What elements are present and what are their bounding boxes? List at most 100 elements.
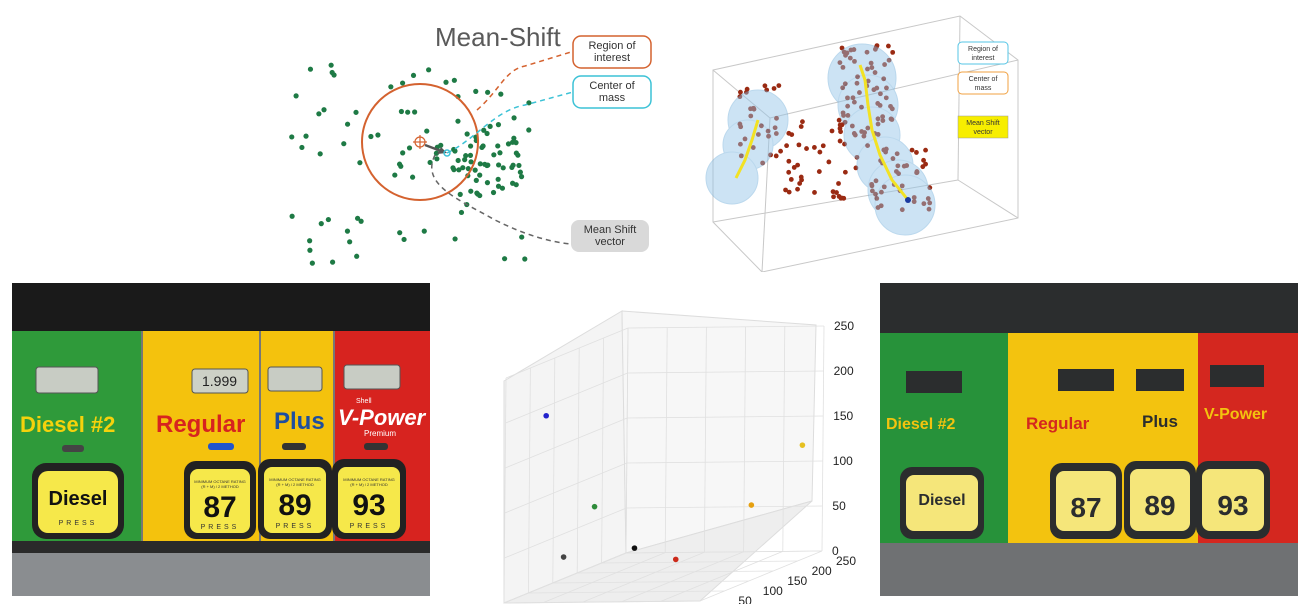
legend-center-line2: mass: [975, 85, 992, 92]
grid-line: [528, 367, 531, 594]
data-point-3d: [852, 132, 858, 138]
data-point-3d: [927, 200, 933, 206]
data-point-3d: [884, 85, 889, 91]
z-tick-label: 50: [832, 499, 846, 513]
grid-line: [699, 550, 823, 602]
data-point-3d: [880, 118, 886, 124]
center-label-line2: mass: [599, 92, 626, 104]
data-point-3d: [869, 181, 875, 187]
grid-line: [664, 327, 668, 553]
data-point-3d: [840, 85, 846, 91]
data-point-3d: [911, 199, 917, 205]
data-point: [421, 228, 427, 234]
data-point-3d: [848, 47, 854, 53]
data-point-3d: [738, 153, 744, 159]
data-point-3d: [771, 86, 777, 91]
grid-line: [627, 325, 825, 329]
pump-lower-housing: [12, 553, 430, 596]
data-point-3d: [870, 188, 875, 194]
grid-line: [704, 327, 707, 553]
data-point: [458, 209, 465, 216]
seg-lower-region: [880, 543, 1298, 596]
data-point: [497, 150, 503, 156]
data-point: [401, 236, 407, 243]
grid-line: [601, 337, 604, 564]
data-point: [463, 153, 469, 159]
data-point-3d: [850, 95, 856, 101]
data-point-3d: [842, 169, 848, 175]
data-point-3d: [880, 114, 886, 119]
data-point-3d: [737, 94, 743, 100]
data-point: [399, 80, 406, 86]
data-point: [424, 128, 430, 134]
data-point: [307, 238, 313, 244]
vpower-brand: Shell: [356, 398, 372, 405]
data-point-3d: [874, 195, 880, 201]
region-label-line2: interest: [594, 52, 630, 64]
data-point: [329, 69, 335, 76]
data-point-3d: [881, 184, 887, 190]
data-point-3d: [837, 122, 843, 128]
data-point: [513, 150, 519, 156]
data-point-3d: [849, 123, 855, 129]
grid-line: [503, 552, 627, 604]
data-point: [472, 167, 478, 173]
seg-89-button: [1130, 469, 1190, 531]
data-point-3d: [784, 143, 789, 149]
data-point-3d: [837, 138, 843, 144]
mean-shift-2d-diagram: Mean-Shift Region of interest Center of …: [285, 10, 680, 272]
diesel-button-label: Diesel: [49, 488, 108, 510]
data-point-3d: [875, 132, 881, 137]
data-point-3d: [896, 171, 901, 176]
grid-line: [782, 326, 786, 552]
data-point: [316, 111, 322, 117]
pump-top-housing: [12, 283, 430, 331]
grid-line: [503, 600, 701, 604]
legend-vector-line1: Mean Shift: [966, 120, 1000, 127]
grid-line: [627, 370, 824, 374]
scatter-points: [543, 412, 806, 563]
final-center-marker: [905, 197, 911, 203]
regular-price-display: [191, 368, 249, 394]
seg-diesel-button-label: Diesel: [918, 492, 965, 509]
data-point: [455, 157, 461, 164]
data-point: [484, 180, 491, 186]
y-tick-label: 100: [763, 584, 783, 598]
plus-button-label: 89: [278, 489, 311, 522]
grade-label-plus: Plus: [274, 408, 325, 435]
grid-line: [821, 325, 825, 552]
data-point: [397, 230, 403, 236]
mean-shift-title: Mean-Shift: [435, 22, 561, 52]
data-point-3d: [869, 65, 875, 70]
grid-line: [505, 327, 629, 379]
data-point-3d: [786, 158, 792, 164]
grid-line: [543, 552, 666, 603]
data-point-3d: [768, 152, 773, 158]
data-point: [473, 177, 479, 183]
data-point: [412, 109, 418, 115]
scatter-point: [543, 412, 549, 419]
data-point-3d: [909, 147, 915, 153]
data-point-3d: [923, 161, 928, 167]
mean-shift-3d-diagram: Region of interest Center of mass Mean S…: [700, 10, 1030, 272]
seg-89-label: 89: [1144, 490, 1175, 521]
y-tick-label: 150: [787, 574, 807, 588]
grid-line: [626, 460, 823, 464]
legend-center-box: [957, 71, 1009, 95]
z-tick-label: 200: [834, 364, 854, 378]
data-point: [410, 174, 416, 180]
data-point: [505, 141, 512, 147]
data-point: [347, 239, 353, 245]
data-point: [482, 161, 488, 167]
data-point: [510, 180, 516, 186]
data-point-3d: [838, 129, 843, 135]
data-point-3d: [845, 112, 851, 118]
vpower-press-label: PRESS: [350, 523, 389, 530]
gas-pump-photo: 1.999 Diesel #2 Regular Plus Shell V-Pow…: [12, 283, 430, 596]
data-point: [307, 66, 314, 72]
seg-87-label: 87: [1070, 492, 1101, 523]
z-tick-label: 0: [832, 544, 839, 558]
grid-line: [582, 551, 705, 603]
grid-line: [577, 570, 774, 574]
data-point: [443, 79, 449, 85]
